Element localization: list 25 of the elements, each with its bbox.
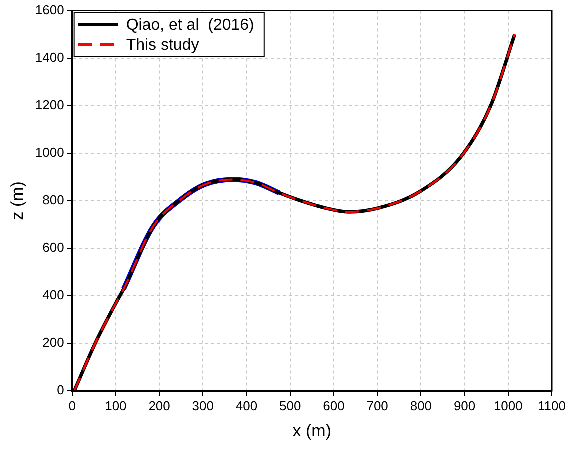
x-tick-label: 200: [148, 398, 170, 414]
y-tick-label: 400: [42, 288, 64, 303]
y-tick-label: 600: [42, 240, 64, 256]
y-tick-label: 800: [42, 192, 64, 208]
x-tick-label: 800: [410, 398, 432, 414]
x-tick-label: 1000: [494, 398, 523, 414]
x-tick-label: 0: [68, 398, 76, 414]
y-tick-label: 1200: [35, 97, 64, 112]
x-axis-title: x (m): [292, 421, 332, 440]
legend-label: Qiao, et al (2016): [126, 17, 254, 34]
y-tick-label: 200: [42, 335, 64, 350]
x-tick-label: 300: [192, 398, 214, 414]
x-tick-label: 100: [105, 398, 127, 414]
y-tick-label: 1600: [35, 2, 64, 18]
x-tick-label: 700: [366, 398, 388, 414]
y-tick-label: 1000: [35, 144, 64, 160]
x-tick-label: 600: [323, 398, 345, 414]
x-tick-label: 400: [236, 398, 258, 414]
x-tick-label: 900: [454, 398, 476, 414]
y-tick-label: 0: [57, 382, 64, 398]
y-tick-label: 1400: [35, 50, 64, 65]
legend-label: This study: [126, 37, 200, 54]
y-axis-title: z (m): [8, 182, 27, 220]
x-tick-label: 1100: [538, 398, 566, 414]
x-tick-label: 500: [280, 398, 302, 414]
